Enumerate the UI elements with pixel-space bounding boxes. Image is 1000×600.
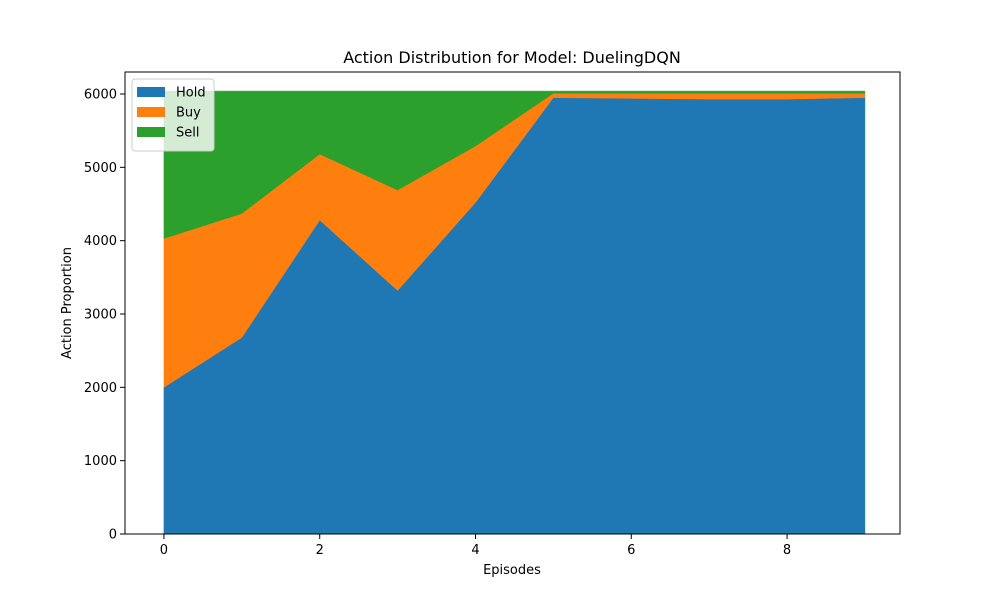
x-tick-label: 2 — [316, 543, 324, 558]
y-tick-label: 2000 — [84, 381, 117, 396]
legend-swatch-sell — [137, 127, 165, 137]
area-layers — [163, 90, 866, 535]
y-tick-label: 4000 — [84, 234, 117, 249]
y-tick-label: 1000 — [84, 454, 117, 469]
y-tick-label: 6000 — [84, 88, 117, 103]
legend-label-sell: Sell — [176, 126, 199, 141]
legend-swatch-buy — [137, 107, 165, 117]
legend-swatch-hold — [137, 87, 165, 97]
x-tick-label: 8 — [783, 543, 791, 558]
chart-title: Action Distribution for Model: DuelingDQ… — [343, 48, 681, 67]
x-tick-label: 4 — [471, 543, 479, 558]
legend: Hold Buy Sell — [131, 78, 215, 152]
area-sell — [163, 90, 866, 239]
plot-frame — [124, 71, 901, 535]
y-tick-label: 0 — [109, 528, 117, 543]
y-tick-label: 3000 — [84, 308, 117, 323]
y-axis-label: Action Proportion — [60, 247, 75, 359]
y-tick-label: 5000 — [84, 161, 117, 176]
y-axis-ticks: 0 1000 2000 3000 4000 5000 6000 — [84, 88, 125, 543]
x-tick-label: 6 — [627, 543, 635, 558]
x-axis-label: Episodes — [483, 563, 541, 578]
x-axis-ticks: 0 2 4 6 8 — [160, 534, 791, 558]
legend-label-buy: Buy — [176, 106, 201, 121]
legend-label-hold: Hold — [176, 86, 206, 101]
x-tick-label: 0 — [160, 543, 168, 558]
